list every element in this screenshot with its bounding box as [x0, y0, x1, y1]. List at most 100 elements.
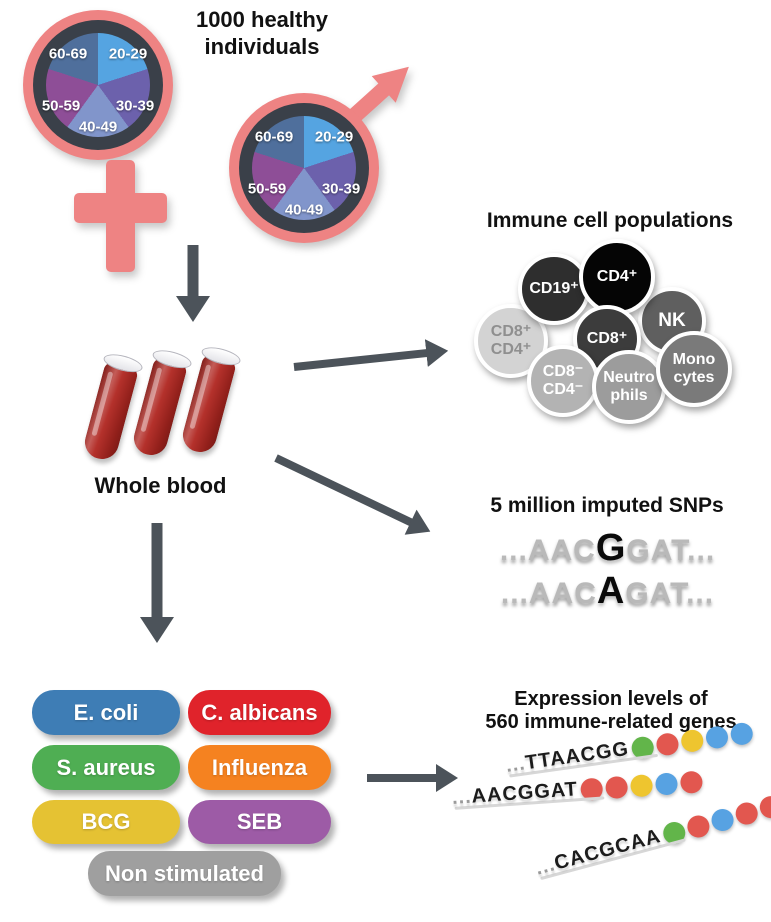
red-dot [732, 799, 760, 827]
snp-sequences: ...AACGGAT... ...AACAGAT... [455, 528, 760, 614]
expression-sequence: ...CACGCAA [533, 793, 771, 881]
stimulus-pill-nonstimulated: Non stimulated [88, 851, 281, 896]
red-dot [684, 812, 712, 840]
stimulus-label: C. albicans [201, 699, 318, 725]
stimulus-pill-seb: SEB [188, 800, 331, 844]
arrow-to-blood [176, 245, 210, 322]
female-ring: 20-29 30-39 40-49 50-59 60-69 [23, 10, 173, 160]
age-label: 50-59 [41, 97, 81, 115]
male-ring: 20-29 30-39 40-49 50-59 60-69 [229, 93, 379, 243]
stimulus-label: Influenza [211, 754, 308, 780]
arrow-shaft [187, 245, 199, 300]
yellow-dot [630, 773, 654, 797]
female-symbol: 20-29 30-39 40-49 50-59 60-69 [23, 10, 203, 272]
cell-circle-neutrophils: Neutro phils [592, 350, 666, 424]
age-label: 20-29 [108, 45, 148, 63]
expression-dots [658, 793, 771, 847]
arrow-shaft [151, 523, 163, 621]
red-dot [757, 793, 771, 821]
snps-title: 5 million imputed SNPs [490, 494, 724, 517]
age-label: 30-39 [115, 97, 155, 115]
male-symbol: 20-29 30-39 40-49 50-59 60-69 [229, 93, 429, 253]
sequence-letters: AACGGAT [470, 778, 579, 808]
stimulus-pill-ecoli: E. coli [32, 690, 180, 735]
arrowhead-icon [425, 337, 450, 367]
sequence-text: ...TTAACGG [504, 738, 630, 778]
cell-label: CD4⁺ [490, 341, 532, 358]
stimulus-pill-calbicans: C. albicans [188, 690, 331, 735]
cell-circle-nk: NK [638, 287, 706, 355]
age-label: 40-49 [284, 201, 324, 219]
whole-blood-label: Whole blood [94, 473, 227, 498]
age-label: 60-69 [48, 45, 88, 63]
arrowhead-icon [176, 296, 210, 322]
arrowhead-icon [140, 617, 174, 643]
cell-label: CD8⁺ [586, 330, 628, 347]
arrow-shaft [367, 774, 440, 782]
stimulus-label: SEB [236, 809, 283, 834]
sequence-text: GAT... [625, 577, 715, 610]
expression-sequence: ...AACGGAT [451, 769, 704, 810]
arrow-to-snps [269, 443, 438, 547]
stimulus-pill-bcg: BCG [32, 800, 180, 844]
red-dot [655, 731, 680, 757]
cell-label: CD8⁻ [542, 363, 584, 380]
snp-variant-letter: G [595, 527, 627, 569]
cell-label: Mono [672, 351, 716, 368]
cell-label: CD8⁺ [490, 323, 532, 340]
arrowhead-icon [404, 510, 436, 545]
red-dot [605, 775, 629, 799]
cell-circle-cd8neg-cd4neg: CD8⁻ CD4⁻ [527, 345, 599, 417]
stimulus-label: BCG [81, 809, 131, 834]
age-label: 40-49 [78, 118, 118, 136]
sequence-text: ...AAC [500, 577, 597, 610]
age-label: 20-29 [314, 128, 354, 146]
female-cross-horizontal [74, 193, 167, 223]
cell-label: Neutro [603, 369, 655, 386]
yellow-dot [679, 727, 705, 753]
sequence-ellipsis: ... [451, 785, 473, 809]
red-dot [679, 769, 704, 794]
male-age-pie-chart [252, 116, 356, 220]
snp-sequence-row: ...AACGGAT... [455, 528, 760, 571]
arrow-to-expression [367, 761, 458, 795]
arrow-to-immune-cells [292, 334, 450, 384]
cell-circle-monocytes: Mono cytes [656, 331, 732, 407]
arrow-shaft [293, 348, 431, 371]
sequence-letters: CACGCAA [552, 825, 664, 875]
stimulus-label: S. aureus [56, 754, 156, 780]
cell-label: CD4⁻ [542, 381, 584, 398]
immune-cells-title: Immune cell populations [486, 209, 734, 232]
blue-dot [708, 806, 736, 834]
sequence-text: ...CACGCAA [533, 825, 663, 881]
sequence-text: ...AACGGAT [451, 778, 579, 810]
stimulus-label: Non stimulated [105, 860, 264, 886]
stimulus-pill-saureus: S. aureus [32, 745, 180, 790]
blue-dot [729, 720, 755, 746]
stimulus-label: E. coli [73, 699, 139, 725]
blue-dot [704, 724, 730, 750]
cell-label: CD4⁺ [596, 268, 638, 285]
age-label: 50-59 [247, 180, 287, 198]
cohort-title: 1000 healthy individuals [195, 7, 329, 59]
age-label: 30-39 [321, 180, 361, 198]
stimulus-pill-influenza: Influenza [188, 745, 331, 790]
blue-dot [655, 771, 679, 796]
female-age-pie-chart [46, 33, 150, 137]
male-pie-border [239, 103, 369, 233]
cell-label: CD19⁺ [529, 280, 579, 297]
cell-label: phils [610, 387, 648, 404]
snp-sequence-row: ...AACAGAT... [455, 571, 760, 614]
age-label: 60-69 [254, 128, 294, 146]
sequence-letters: TTAACGG [523, 737, 631, 775]
snp-variant-letter: A [596, 570, 626, 612]
arrow-shaft [274, 454, 416, 528]
cell-label: cytes [673, 369, 715, 386]
arrow-to-stimuli [140, 523, 174, 643]
sequence-text: GAT... [626, 534, 716, 567]
female-pie-border [33, 20, 163, 150]
cell-circle-cd19: CD19⁺ [518, 253, 590, 325]
cell-label: NK [658, 310, 686, 331]
cell-circle-cd4: CD4⁺ [579, 239, 655, 315]
